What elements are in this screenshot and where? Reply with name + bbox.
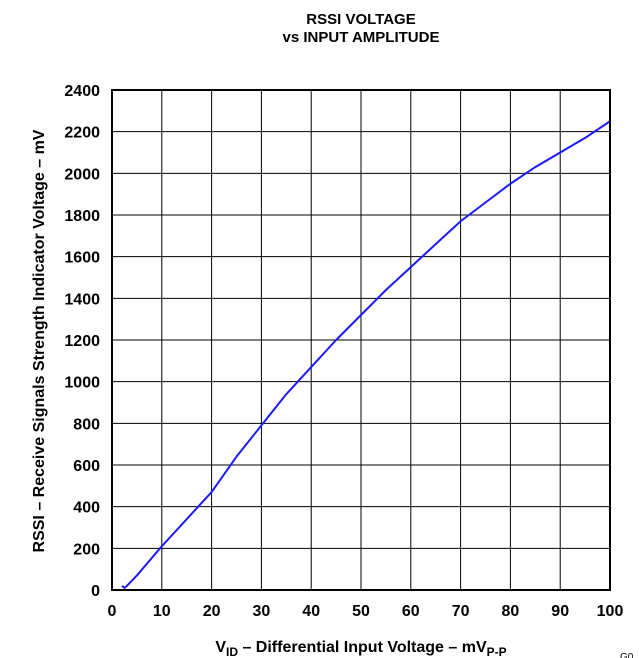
x-tick-label: 30: [253, 603, 271, 620]
y-tick-label: 600: [73, 458, 100, 475]
y-tick-label: 1800: [64, 208, 100, 225]
plot-frame: [111, 89, 611, 591]
y-tick-label: 1400: [64, 291, 100, 308]
x-tick-label: 10: [153, 603, 171, 620]
y-axis-label: RSSI – Receive Signals Strength Indicato…: [31, 129, 48, 552]
x-tick-label: 70: [452, 603, 470, 620]
y-tick-label: 200: [73, 541, 100, 558]
x-tick-label: 60: [402, 603, 420, 620]
chart-title-line1: RSSI VOLTAGE: [306, 11, 415, 28]
x-tick-label: 20: [203, 603, 221, 620]
x-tick-labels: 0 10 20 30 40 50 60 70 80 90 100: [108, 603, 624, 620]
series-group: [121, 120, 611, 589]
y-tick-label: 1600: [64, 250, 100, 267]
x-axis-label-unit-sub: P-P: [487, 645, 507, 658]
y-tick-label: 2000: [64, 166, 100, 183]
y-tick-label: 800: [73, 416, 100, 433]
x-tick-label: 40: [302, 603, 320, 620]
x-tick-label: 90: [551, 603, 569, 620]
x-tick-label: 0: [108, 603, 117, 620]
y-tick-labels: 0 200 400 600 800 1000 1200 1400 1600 1800 2000 220…: [64, 83, 100, 600]
y-tick-label: 2200: [64, 125, 100, 142]
x-axis-label-sub: ID: [226, 645, 238, 658]
y-tick-label: 1000: [64, 375, 100, 392]
y-tick-label: 2400: [64, 83, 100, 100]
corner-text: G0: [620, 652, 634, 658]
y-tick-label: 0: [91, 583, 100, 600]
series-line: [121, 120, 611, 589]
x-axis-label-rest: – Differential Input Voltage – mV: [238, 639, 487, 656]
x-tick-label: 80: [502, 603, 520, 620]
x-axis-label: VID – Differential Input Voltage – mVP-P: [215, 639, 506, 658]
y-tick-label: 1200: [64, 333, 100, 350]
chart-title-line2: vs INPUT AMPLITUDE: [283, 29, 440, 46]
x-axis-label-main: V: [215, 639, 226, 656]
x-tick-label: 100: [597, 603, 624, 620]
y-tick-label: 400: [73, 500, 100, 517]
x-tick-label: 50: [352, 603, 370, 620]
grid-lines: [111, 89, 611, 591]
